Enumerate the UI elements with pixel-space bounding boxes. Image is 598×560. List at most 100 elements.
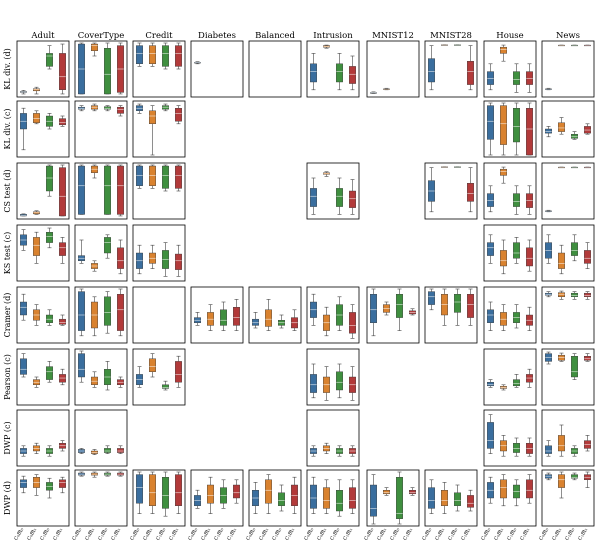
box [513,437,520,457]
box-body [175,253,182,270]
box-body [558,122,565,132]
box [323,479,330,514]
box [571,353,578,380]
box [194,312,201,326]
box [487,414,494,454]
box [136,366,143,388]
box-body [46,482,53,491]
x-tick-label: C₀fft₁ [26,527,38,542]
box [558,290,565,300]
box-body [149,110,156,125]
box-body [545,445,552,454]
box [383,301,390,316]
box-body [310,188,317,207]
box [136,42,143,67]
x-tick-label: C₀fft₁ [551,527,563,542]
box-body [513,484,520,499]
box-body [149,358,156,372]
box [336,296,343,331]
box [558,424,565,457]
box [104,291,111,334]
box [500,474,507,507]
box-body [310,63,317,83]
box-body [104,48,111,95]
box-body [117,165,124,215]
x-tick-label: C₀fft₀ [363,527,375,542]
box [571,131,578,140]
x-tick-label: C₀fft₀ [480,527,492,542]
box [428,288,435,311]
panel-frame [248,40,302,98]
box [500,239,507,275]
box [500,102,507,156]
box-body [59,479,66,488]
box [104,445,111,454]
x-tick-label: C₀fft₀ [538,527,550,542]
box [513,63,520,93]
box-body [162,250,169,269]
box-body [500,105,507,145]
column-titles: Adult CoverType Credit Diabetes Balanced Intr… [30,31,580,41]
box-body [207,312,214,326]
box-body [349,487,356,509]
panel [132,348,186,406]
box-body [500,250,507,267]
box [370,474,377,525]
x-tick-label: C₀fft₀ [245,527,257,542]
box [558,166,565,169]
panel [74,469,128,527]
box-body [336,188,343,207]
box [349,55,356,91]
box [91,471,98,478]
box [454,166,461,168]
box [310,293,317,326]
box [33,110,40,125]
row-titles: KL div. (d) KL div. (c) CS test (d) KS test… [3,48,12,515]
box-body [78,291,85,331]
box-body [349,66,356,84]
box [500,304,507,331]
box [370,91,377,94]
column-title: Diabetes [198,31,236,41]
panel [541,469,595,527]
box [46,45,53,70]
box [383,87,390,91]
panel-frame [74,469,128,527]
box-body [46,53,53,67]
box-body [500,168,507,176]
panel [366,40,420,98]
box [310,363,317,399]
x-tick-label: C₁fft₁ [519,527,531,542]
box [545,234,552,264]
box [558,244,565,275]
box-body [487,105,494,140]
box [349,445,356,457]
box [149,42,156,67]
box [46,309,53,326]
box-body [558,292,565,298]
x-tick-label: C₁fft₁ [577,527,589,542]
box [487,102,494,156]
box [584,123,591,135]
box [467,288,474,326]
panel [366,469,420,527]
box-body [571,356,578,378]
box [265,299,272,331]
box [513,479,520,507]
panel [424,469,478,527]
box-body [558,354,565,361]
box [117,42,124,95]
box-body [558,435,565,452]
panel [306,40,360,98]
row-title: KS test (c) [3,232,12,275]
box [162,242,169,277]
panel [132,224,186,282]
box [149,105,156,156]
box [233,299,240,331]
box [526,185,533,215]
box-body [46,314,53,324]
box-body [33,237,40,256]
box [323,442,330,454]
box [252,482,259,514]
panel [483,469,537,527]
